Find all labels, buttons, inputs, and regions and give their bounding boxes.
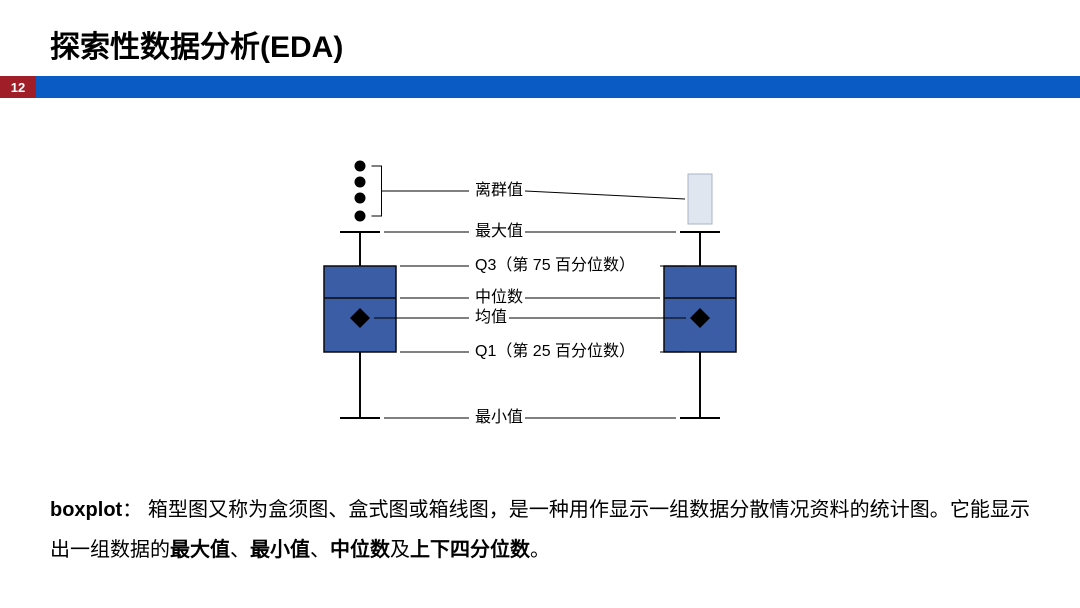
svg-text:最小值: 最小值 bbox=[475, 408, 523, 426]
svg-text:Q1（第 25 百分位数）: Q1（第 25 百分位数） bbox=[475, 342, 635, 360]
svg-text:Q3（第 75 百分位数）: Q3（第 75 百分位数） bbox=[475, 256, 635, 274]
caption-bold-median: 中位数 bbox=[330, 539, 390, 561]
caption-bold-quartile: 上下四分位数 bbox=[410, 539, 530, 561]
svg-text:最大值: 最大值 bbox=[475, 222, 523, 240]
svg-text:均值: 均值 bbox=[475, 308, 507, 326]
page-number-badge: 12 bbox=[0, 76, 36, 98]
boxplot-diagram: 离群值最大值 Q3（第 75 百分位数） 中位数均值 Q1（第 25 百分位数） 最小值 bbox=[0, 160, 1080, 460]
svg-text:离群值: 离群值 bbox=[475, 181, 523, 199]
caption-bold-min: 最小值 bbox=[250, 539, 310, 561]
header: 探索性数据分析(EDA) 12 bbox=[0, 0, 1080, 110]
accent-bar bbox=[36, 76, 1080, 98]
title-bar: 12 bbox=[50, 76, 1030, 98]
svg-text:中位数: 中位数 bbox=[475, 288, 523, 306]
caption-lead: boxplot bbox=[50, 499, 122, 521]
caption: boxplot： 箱型图又称为盒须图、盒式图或箱线图，是一种用作显示一组数据分散… bbox=[0, 490, 1080, 570]
caption-bold-max: 最大值 bbox=[170, 539, 230, 561]
page-title: 探索性数据分析(EDA) bbox=[50, 22, 1030, 66]
